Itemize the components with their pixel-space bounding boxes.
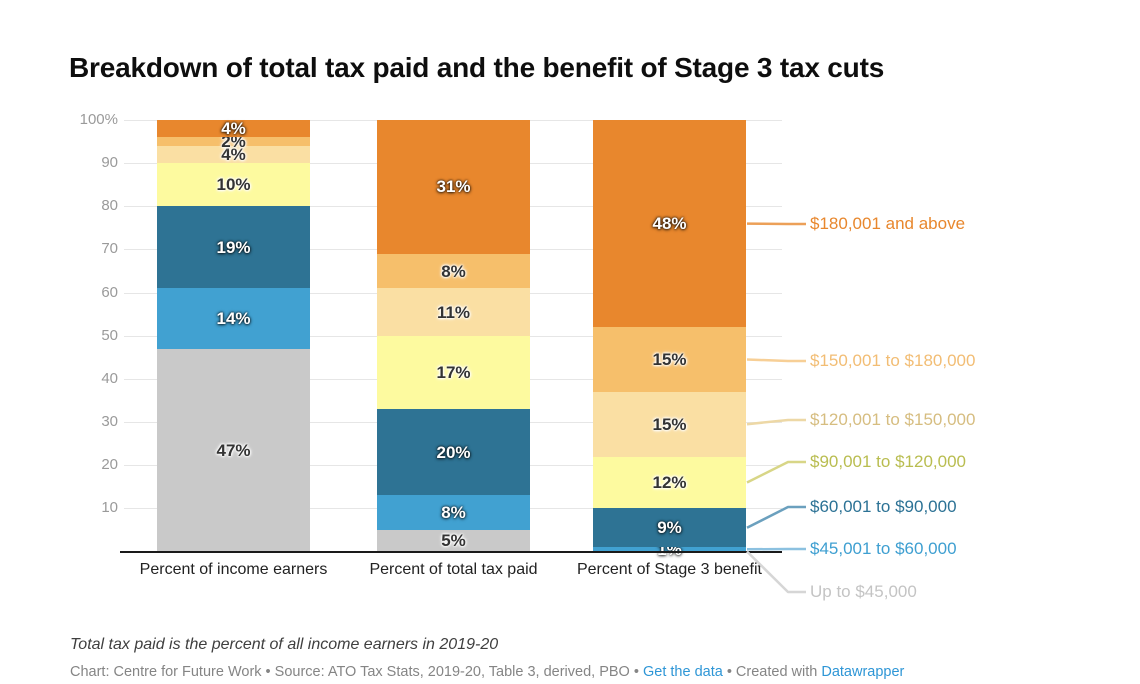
x-axis-category-label: Percent of income earners <box>139 560 328 578</box>
bar-segment-value-label: 4% <box>221 145 246 164</box>
bar-segment-value-label: 10% <box>216 175 251 195</box>
bar-segment-value-label: 15% <box>652 414 687 434</box>
y-axis-tick-label: 70 <box>101 240 118 258</box>
bar-segment-value-label: 31% <box>436 177 471 197</box>
bar-segment-value-label: 48% <box>652 214 687 234</box>
chart-note: Total tax paid is the percent of all inc… <box>70 636 499 653</box>
y-axis-tick-label: 40 <box>101 369 118 387</box>
bar-segment: 12% <box>593 456 746 509</box>
byline-separator: • Created with <box>722 664 822 680</box>
bar-segment: 4% <box>157 119 310 139</box>
bar-segment: 5% <box>377 529 530 552</box>
bar-segment-value-label: 11% <box>436 302 471 322</box>
bar-segment-value-label: 8% <box>441 503 466 523</box>
y-axis-tick-label: 100% <box>79 111 118 128</box>
bar-segment: 15% <box>593 327 746 392</box>
byline-text: Chart: Centre for Future Work • Source: … <box>70 664 643 680</box>
bar-segment-value-label: 47% <box>216 440 251 460</box>
datawrapper-link[interactable]: Datawrapper <box>821 664 905 680</box>
y-axis-tick-label: 80 <box>101 197 118 215</box>
bar-segment: 10% <box>157 163 310 207</box>
x-axis-category-label: Percent of total tax paid <box>369 560 538 578</box>
bar-segment-value-label: 8% <box>441 261 466 281</box>
bar-segment-value-label: 2% <box>221 132 246 152</box>
bar-segment: 11% <box>377 288 530 336</box>
bar-segment-value-label: 9% <box>657 518 682 538</box>
bar-segment-value-label: 5% <box>441 531 466 551</box>
bar-segment: 15% <box>593 391 746 457</box>
x-axis-category-label: Percent of Stage 3 benefit <box>576 560 762 578</box>
legend-label: $150,001 to $180,000 <box>810 351 976 370</box>
get-the-data-link[interactable]: Get the data <box>642 664 723 680</box>
bar-segment-value-label: 20% <box>436 442 471 462</box>
chart-title: Breakdown of total tax paid and the bene… <box>69 52 885 83</box>
bar-segment: 19% <box>157 206 310 289</box>
y-axis-tick-label: 90 <box>101 154 118 172</box>
chart-byline: Chart: Centre for Future Work • Source: … <box>70 664 904 680</box>
legend-label: Up to $45,000 <box>810 582 917 601</box>
y-axis-tick-label: 50 <box>101 326 118 344</box>
x-axis-line <box>120 550 782 553</box>
bar-segment: 47% <box>157 348 310 552</box>
bar-segment-value-label: 14% <box>216 308 251 328</box>
y-axis-tick-label: 20 <box>101 456 118 474</box>
bar-segment-value-label: 15% <box>652 349 687 369</box>
legend-label: $45,001 to $60,000 <box>810 539 957 558</box>
bar-segment: 14% <box>157 288 310 349</box>
y-axis-tick-label: 30 <box>101 413 118 431</box>
bar-segment: 48% <box>593 120 746 328</box>
legend-label: $180,001 and above <box>810 214 966 233</box>
y-axis-tick-label: 60 <box>101 283 118 301</box>
bar-segment: 9% <box>593 508 746 548</box>
bar-segment: 8% <box>377 253 530 289</box>
bar-segment: 20% <box>377 409 530 496</box>
bar-segment-value-label: 19% <box>216 237 251 257</box>
bar-segment: 8% <box>377 495 530 530</box>
bar-segment: 4% <box>157 145 310 164</box>
bar-segment: 31% <box>377 120 530 254</box>
legend-label: $60,001 to $90,000 <box>810 497 957 516</box>
bar-segment: 17% <box>377 335 530 410</box>
bar-segment-value-label: 12% <box>652 472 687 492</box>
legend-label: $120,001 to $150,000 <box>810 410 976 429</box>
legend-connector-line <box>746 505 806 529</box>
bar-segment-value-label: 4% <box>221 119 246 139</box>
y-axis-tick-label: 10 <box>101 499 118 517</box>
legend-connector-line <box>746 358 806 363</box>
bar-segment: 2% <box>157 133 310 150</box>
legend-label: $90,001 to $120,000 <box>810 452 966 471</box>
bar-segment-value-label: 17% <box>436 362 471 382</box>
